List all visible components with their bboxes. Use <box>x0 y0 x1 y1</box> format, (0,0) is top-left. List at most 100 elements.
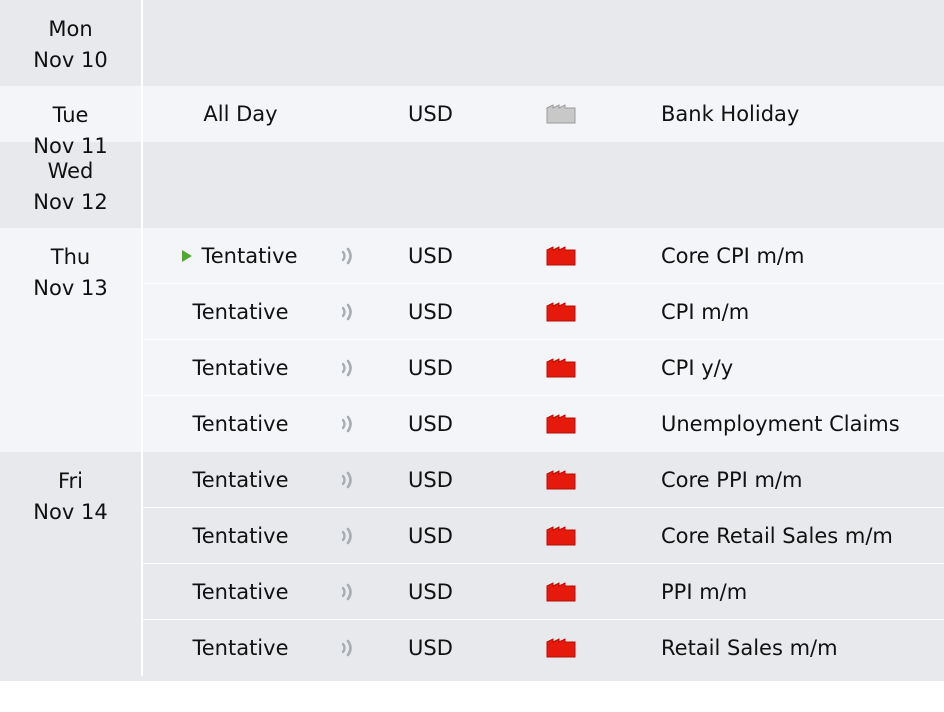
event-currency: USD <box>408 299 453 324</box>
impact-cell <box>546 414 661 434</box>
next-event-arrow-icon <box>182 249 192 262</box>
event-rows: Tentative USD Core CPI m/m Tentative USD CPI … <box>143 228 944 452</box>
sound-wave-icon[interactable] <box>338 300 360 324</box>
day-date: Nov 14 <box>33 500 108 524</box>
event-time: Tentative <box>192 299 289 324</box>
event-currency: USD <box>408 102 453 126</box>
event-time-cell: Tentative <box>143 356 338 380</box>
date-cell: Thu Nov 13 <box>0 228 143 452</box>
day-group: Fri Nov 14 Tentative USD Core PPI m/m Tentati… <box>0 452 944 676</box>
sound-wave-icon[interactable] <box>338 468 360 492</box>
day-date: Nov 12 <box>33 190 108 214</box>
event-time: All Day <box>203 102 278 126</box>
event-time: Tentative <box>192 412 289 436</box>
day-of-week: Thu <box>50 245 91 269</box>
high-impact-folder-icon[interactable] <box>546 469 576 490</box>
high-impact-folder-icon[interactable] <box>546 301 576 322</box>
day-date: Nov 10 <box>33 48 108 72</box>
event-title[interactable]: Bank Holiday <box>661 102 800 126</box>
impact-cell <box>546 245 661 266</box>
event-time-cell: Tentative <box>143 524 338 548</box>
event-time-cell: Tentative <box>143 300 338 324</box>
calendar-bottom-edge <box>0 676 944 681</box>
event-row[interactable]: Tentative USD Core CPI m/m <box>143 228 944 284</box>
date-cell: Mon Nov 10 <box>0 0 143 86</box>
impact-cell <box>546 469 661 490</box>
high-impact-folder-icon[interactable] <box>546 638 576 658</box>
event-currency: USD <box>408 579 453 604</box>
event-currency: USD <box>408 355 453 380</box>
day-of-week: Mon <box>48 17 93 41</box>
date-cell: Fri Nov 14 <box>0 452 143 676</box>
high-impact-folder-icon[interactable] <box>546 525 576 546</box>
event-row[interactable]: Tentative USD Core Retail Sales m/m <box>143 508 944 564</box>
day-of-week: Tue <box>52 103 89 127</box>
event-time-cell: Tentative <box>143 412 338 436</box>
event-time: Tentative <box>192 523 289 548</box>
day-of-week: Fri <box>57 469 84 493</box>
high-impact-folder-icon[interactable] <box>546 245 576 266</box>
event-title[interactable]: Core PPI m/m <box>661 467 803 492</box>
speech-cell <box>338 524 396 548</box>
event-currency: USD <box>408 412 453 436</box>
event-row[interactable]: Tentative USD CPI y/y <box>143 340 944 396</box>
event-time-cell: All Day <box>143 102 338 126</box>
impact-cell <box>546 638 661 658</box>
day-date: Nov 11 <box>33 134 108 158</box>
calendar-days: Mon Nov 10 Tue Nov 11 All Day USD Bank Holiday… <box>0 0 944 676</box>
event-title[interactable]: Core Retail Sales m/m <box>661 523 893 548</box>
event-row[interactable]: Tentative USD Core PPI m/m <box>143 452 944 508</box>
speech-cell <box>338 244 396 268</box>
event-title[interactable]: Retail Sales m/m <box>661 636 838 660</box>
event-currency: USD <box>408 523 453 548</box>
event-title[interactable]: CPI m/m <box>661 299 750 324</box>
sound-wave-icon[interactable] <box>338 412 360 436</box>
event-title[interactable]: PPI m/m <box>661 579 748 604</box>
speech-cell <box>338 412 396 436</box>
day-group: Wed Nov 12 <box>0 142 944 228</box>
speech-cell <box>338 468 396 492</box>
event-time: Tentative <box>201 243 298 268</box>
sound-wave-icon[interactable] <box>338 356 360 380</box>
speech-cell <box>338 636 396 660</box>
impact-cell <box>546 525 661 546</box>
event-title[interactable]: CPI y/y <box>661 355 734 380</box>
event-time-cell: Tentative <box>143 468 338 492</box>
date-cell: Tue Nov 11 <box>0 86 143 158</box>
event-title[interactable]: Core CPI m/m <box>661 243 805 268</box>
impact-cell <box>546 581 661 602</box>
sound-wave-icon[interactable] <box>338 244 360 268</box>
calendar-table: Mon Nov 10 Tue Nov 11 All Day USD Bank Holiday… <box>0 0 944 681</box>
high-impact-folder-icon[interactable] <box>546 581 576 602</box>
event-row[interactable]: Tentative USD Retail Sales m/m <box>143 620 944 676</box>
sound-wave-icon[interactable] <box>338 636 360 660</box>
event-row[interactable]: All Day USD Bank Holiday <box>143 86 944 142</box>
day-group: Mon Nov 10 <box>0 0 944 86</box>
non-economic-folder-icon[interactable] <box>546 104 576 124</box>
high-impact-folder-icon[interactable] <box>546 357 576 378</box>
sound-wave-icon[interactable] <box>338 524 360 548</box>
date-cell: Wed Nov 12 <box>0 142 143 228</box>
event-time-cell: Tentative <box>143 244 338 268</box>
event-row[interactable]: Tentative USD CPI m/m <box>143 284 944 340</box>
impact-cell <box>546 301 661 322</box>
event-rows <box>143 0 944 86</box>
event-row[interactable]: Tentative USD Unemployment Claims <box>143 396 944 452</box>
day-of-week: Wed <box>47 159 94 183</box>
event-currency: USD <box>408 467 453 492</box>
day-group: Thu Nov 13 Tentative USD Core CPI m/m Tentati… <box>0 228 944 452</box>
speech-cell <box>338 356 396 380</box>
event-currency: USD <box>408 243 453 268</box>
event-title[interactable]: Unemployment Claims <box>661 412 900 436</box>
day-group: Tue Nov 11 All Day USD Bank Holiday <box>0 86 944 158</box>
event-time: Tentative <box>192 355 289 380</box>
event-row[interactable]: Tentative USD PPI m/m <box>143 564 944 620</box>
sound-wave-icon[interactable] <box>338 580 360 604</box>
event-rows <box>143 142 944 228</box>
event-time-cell: Tentative <box>143 636 338 660</box>
high-impact-folder-icon[interactable] <box>546 414 576 434</box>
event-rows: Tentative USD Core PPI m/m Tentative USD Core… <box>143 452 944 676</box>
event-time: Tentative <box>192 579 289 604</box>
speech-cell <box>338 300 396 324</box>
impact-cell <box>546 104 661 124</box>
